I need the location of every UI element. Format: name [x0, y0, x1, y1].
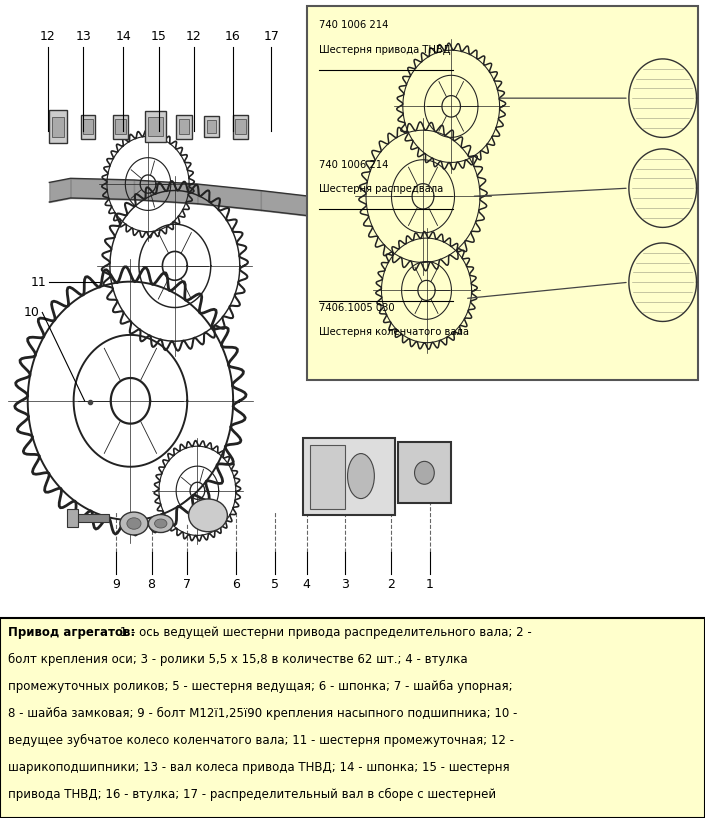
Text: болт крепления оси; 3 - ролики 5,5 х 15,8 в количестве 62 шт.; 4 - втулка: болт крепления оси; 3 - ролики 5,5 х 15,…	[8, 653, 468, 666]
Bar	[310, 445, 345, 509]
Bar	[113, 115, 128, 139]
Text: 8: 8	[147, 578, 156, 591]
Text: 7406.1005 030: 7406.1005 030	[319, 303, 395, 312]
Bar	[235, 119, 246, 134]
Bar	[303, 438, 395, 515]
Bar	[83, 119, 93, 134]
Text: 16: 16	[225, 30, 240, 43]
Bar	[207, 120, 216, 133]
Bar	[307, 6, 698, 380]
Text: шарикоподшипники; 13 - вал колеса привода ТНВД; 14 - шпонка; 15 - шестерня: шарикоподшипники; 13 - вал колеса привод…	[8, 761, 510, 774]
Ellipse shape	[348, 453, 374, 499]
Text: 12: 12	[186, 30, 202, 43]
Text: 13: 13	[75, 30, 91, 43]
Bar	[145, 111, 166, 142]
Ellipse shape	[120, 512, 148, 535]
Text: 1 - ось ведущей шестерни привода распределительного вала; 2 -: 1 - ось ведущей шестерни привода распред…	[116, 626, 532, 639]
Bar	[115, 119, 126, 134]
Text: 14: 14	[116, 30, 131, 43]
Text: 12: 12	[40, 30, 56, 43]
Text: 5: 5	[271, 578, 279, 591]
Text: ведущее зубчатое колесо коленчатого вала; 11 - шестерня промежуточная; 12 -: ведущее зубчатое колесо коленчатого вала…	[8, 734, 515, 747]
Text: 15: 15	[151, 30, 166, 43]
Ellipse shape	[127, 518, 141, 529]
Text: 740 1006 214: 740 1006 214	[319, 20, 388, 30]
Bar	[0, 0, 705, 618]
Text: 2: 2	[387, 578, 396, 591]
Bar	[176, 115, 192, 139]
Text: привода ТНВД; 16 - втулка; 17 - распределительный вал в сборе с шестерней: привода ТНВД; 16 - втулка; 17 - распреде…	[8, 788, 496, 801]
Bar	[67, 509, 78, 527]
Bar	[398, 442, 451, 503]
Text: 1: 1	[426, 578, 434, 591]
Text: 17: 17	[264, 30, 279, 43]
Ellipse shape	[189, 499, 227, 532]
Bar	[0, 618, 705, 818]
Bar	[70, 514, 109, 522]
Text: 7: 7	[183, 578, 191, 591]
Text: Шестерня распредвала: Шестерня распредвала	[319, 184, 443, 194]
Text: 3: 3	[341, 578, 350, 591]
Bar	[178, 119, 190, 134]
Bar	[52, 117, 64, 137]
Bar	[49, 110, 67, 143]
Text: 8 - шайба замковая; 9 - болт М12ї1,25ї90 крепления насыпного подшипника; 10 -: 8 - шайба замковая; 9 - болт М12ї1,25ї90…	[8, 707, 518, 720]
Ellipse shape	[149, 515, 173, 533]
Ellipse shape	[154, 519, 167, 528]
Text: 10: 10	[24, 306, 39, 319]
Bar	[233, 115, 248, 139]
Text: Привод агрегатов:: Привод агрегатов:	[8, 626, 135, 639]
Text: промежуточных роликов; 5 - шестерня ведущая; 6 - шпонка; 7 - шайба упорная;: промежуточных роликов; 5 - шестерня веду…	[8, 680, 513, 693]
Ellipse shape	[415, 461, 434, 484]
Bar	[204, 116, 219, 137]
Text: Шестерня коленчатого вала: Шестерня коленчатого вала	[319, 327, 470, 337]
Text: Шестерня привода ТНВД: Шестерня привода ТНВД	[319, 45, 451, 55]
Text: 9: 9	[112, 578, 121, 591]
Bar	[148, 118, 162, 136]
Bar	[81, 115, 95, 139]
Text: 740 1006 214: 740 1006 214	[319, 160, 388, 169]
Text: 6: 6	[232, 578, 240, 591]
Text: 4: 4	[302, 578, 311, 591]
Text: 11: 11	[31, 276, 47, 289]
